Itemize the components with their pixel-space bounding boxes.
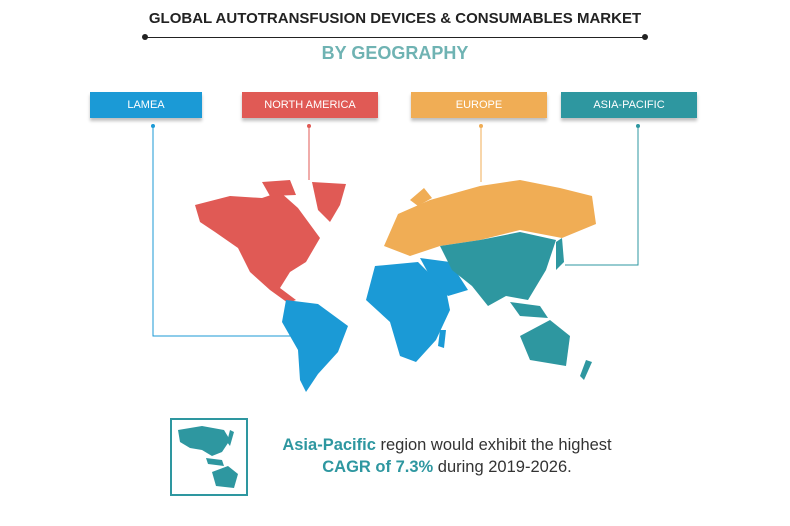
asia-pacific-connector <box>565 124 639 266</box>
highlight-note: Asia-Pacific region would exhibit the hi… <box>262 434 632 478</box>
note-cagr: CAGR of 7.3% <box>322 458 434 476</box>
europe-shape <box>384 180 596 256</box>
title-divider <box>145 37 645 38</box>
lamea-shape <box>282 258 468 392</box>
asia-pacific-thumbnail <box>170 418 248 496</box>
region-label-europe: EUROPE <box>411 92 547 118</box>
lamea-connector <box>152 124 292 337</box>
north-america-shape <box>195 180 346 303</box>
region-label-north-america: NORTH AMERICA <box>242 92 378 118</box>
divider-dot <box>642 34 648 40</box>
connector-dots <box>151 124 640 128</box>
page-title: GLOBAL AUTOTRANSFUSION DEVICES & CONSUMA… <box>148 10 642 27</box>
page-subtitle: BY GEOGRAPHY <box>321 43 469 63</box>
asia-pacific-shape <box>440 232 592 380</box>
note-text: region would exhibit the highest <box>375 436 612 454</box>
divider-dot <box>142 34 148 40</box>
region-label-asia-pacific: ASIA-PACIFIC <box>561 92 697 118</box>
asia-pacific-map-icon <box>178 426 238 488</box>
note-period: during 2019-2026. <box>433 458 572 476</box>
note-region: Asia-Pacific <box>282 436 376 454</box>
region-label-lamea: LAMEA <box>90 92 202 118</box>
